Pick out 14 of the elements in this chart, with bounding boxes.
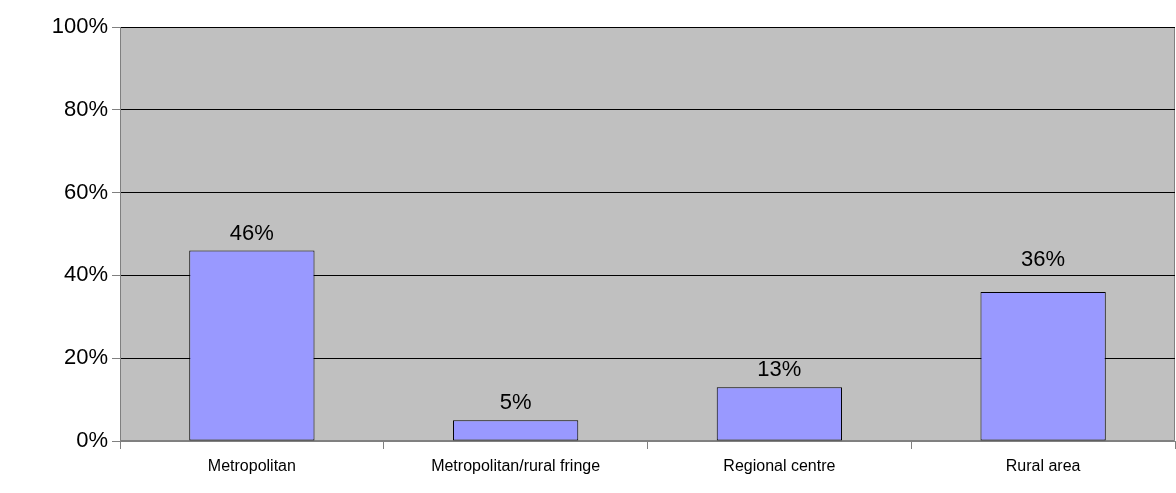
x-tick-label: Metropolitan <box>207 457 296 475</box>
y-tick-label: 40% <box>63 261 108 287</box>
x-tick-label: Regional centre <box>723 457 836 475</box>
x-tick-label: Metropolitan/rural fringe <box>431 457 601 475</box>
y-tick-label: 60% <box>63 178 108 204</box>
data-label: 5% <box>499 389 532 415</box>
x-tick-label: Rural area <box>1005 457 1081 475</box>
data-label: 36% <box>1021 246 1066 272</box>
data-label: 46% <box>229 219 274 245</box>
y-tick-label: 0% <box>76 427 108 453</box>
y-tick-label: 100% <box>51 13 108 39</box>
y-tick-label: 80% <box>63 95 108 121</box>
y-tick-label: 20% <box>63 344 108 370</box>
data-label: 13% <box>757 356 802 382</box>
